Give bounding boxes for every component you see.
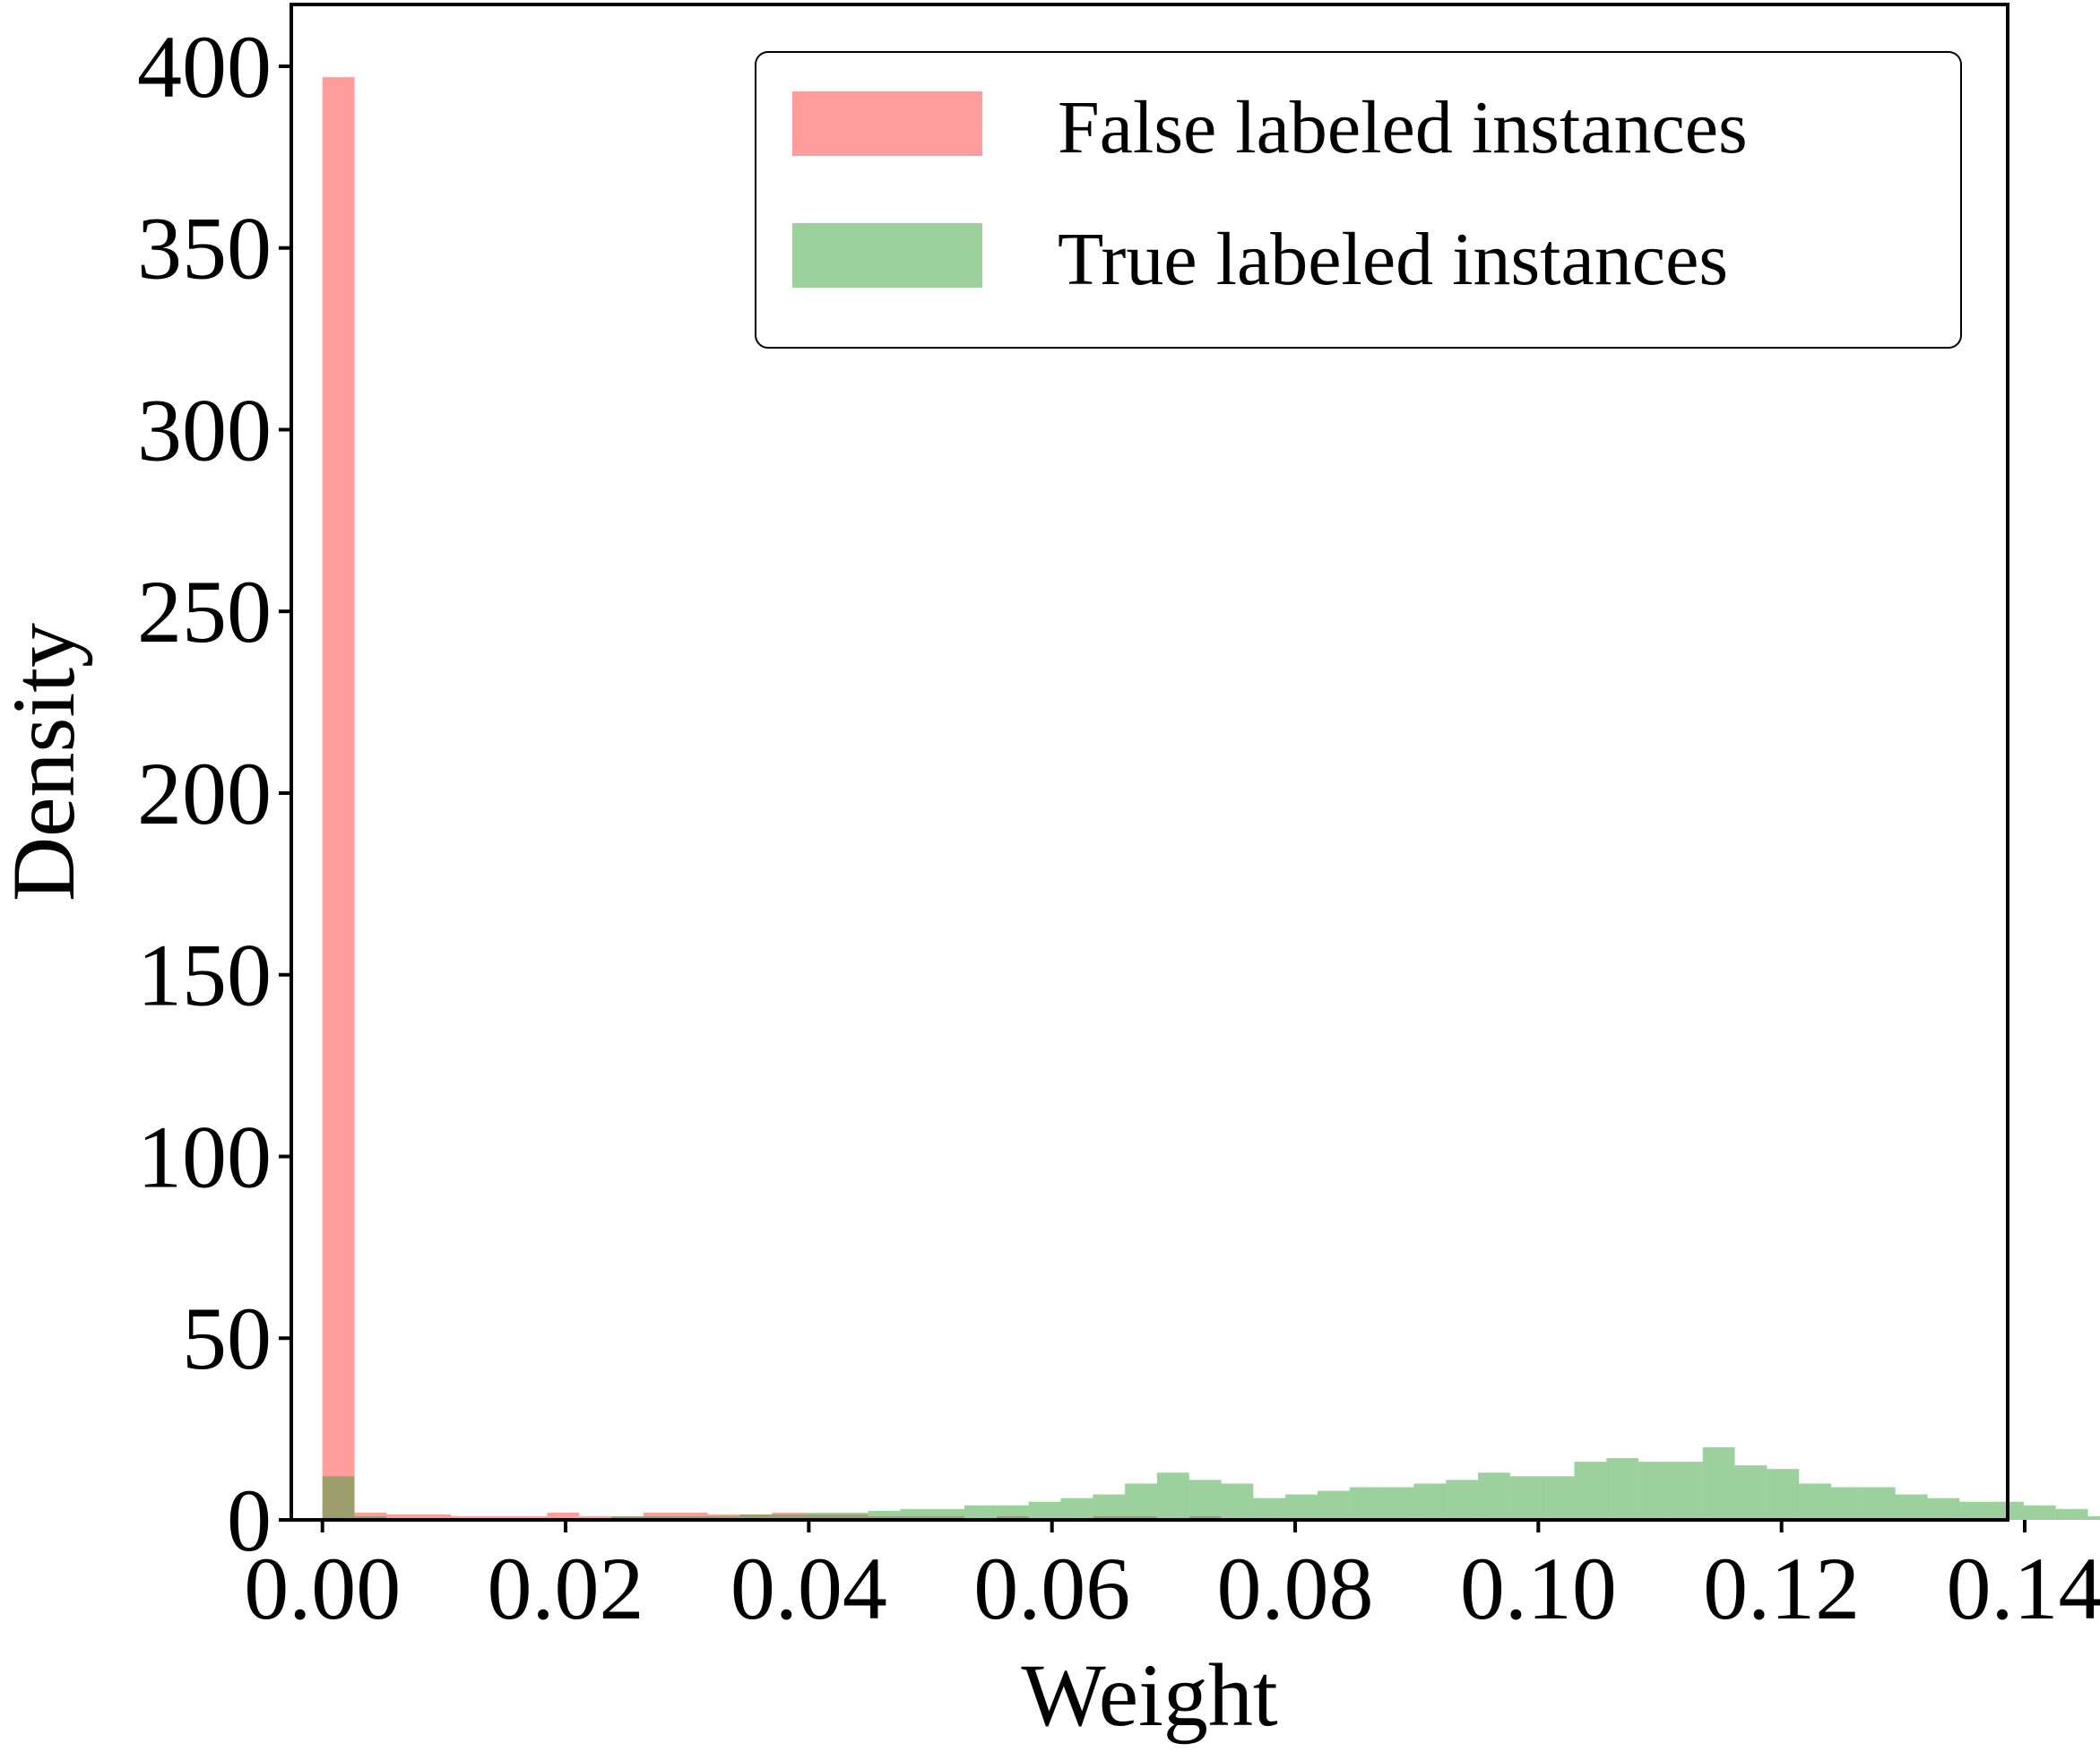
plot-frame	[290, 3, 2009, 1522]
bar-true-labeled-46	[1799, 1483, 1832, 1520]
y-tick-label: 300	[137, 380, 272, 479]
bar-true-labeled-24	[1093, 1494, 1126, 1520]
bar-true-labeled-15	[803, 1512, 836, 1520]
bar-true-labeled-9	[611, 1515, 644, 1520]
y-tick-label: 200	[137, 744, 272, 843]
bar-true-labeled-19	[932, 1508, 965, 1520]
bar-true-labeled-47	[1831, 1487, 1863, 1520]
y-tick-label: 100	[137, 1107, 272, 1206]
bar-true-labeled-40	[1606, 1458, 1639, 1520]
x-axis-title: Weight	[1021, 1645, 1278, 1745]
bar-true-labeled-0	[322, 1476, 355, 1520]
bar-true-labeled-43	[1702, 1446, 1735, 1520]
legend-box	[755, 51, 1962, 349]
x-tick-label: 0.02	[488, 1539, 644, 1638]
ticks-layer: 0.00 0.02 0.04 0.06 0.08 0.10 0.12 0.14 0 50 100 15…	[137, 17, 2100, 1638]
y-tick-label: 0	[227, 1471, 272, 1570]
bar-true-labeled-42	[1670, 1462, 1703, 1520]
x-tick-label: 0.10	[1460, 1539, 1617, 1638]
bar-true-labeled-32	[1349, 1487, 1382, 1520]
bar-true-labeled-53	[2023, 1505, 2056, 1520]
bar-true-labeled-35	[1446, 1480, 1479, 1520]
bar-true-labeled-38	[1542, 1476, 1575, 1520]
bar-true-labeled-34	[1413, 1483, 1447, 1520]
bar-true-labeled-11	[675, 1515, 708, 1520]
bar-true-labeled-45	[1767, 1469, 1800, 1520]
bar-true-labeled-27	[1188, 1480, 1222, 1520]
bar-true-labeled-16	[835, 1512, 869, 1520]
bar-true-labeled-18	[900, 1508, 933, 1520]
y-axis-title: Density	[0, 623, 93, 902]
y-tick-label: 50	[182, 1289, 272, 1388]
bar-true-labeled-51	[1959, 1501, 1992, 1520]
bar-false-labeled-0	[322, 77, 355, 1520]
bar-true-labeled-12	[707, 1515, 740, 1520]
x-tick-label: 0.14	[1946, 1539, 2100, 1638]
bar-false-labeled-2	[386, 1514, 419, 1520]
bar-true-labeled-31	[1317, 1490, 1350, 1520]
bar-false-labeled-7	[547, 1512, 580, 1520]
x-tick-label: 0.00	[244, 1539, 401, 1638]
bar-true-labeled-48	[1862, 1487, 1896, 1520]
y-tick-label: 400	[137, 17, 272, 117]
y-tick-label: 150	[137, 926, 272, 1025]
y-tick-label: 350	[137, 199, 272, 298]
bar-true-labeled-39	[1574, 1462, 1607, 1520]
bar-true-labeled-14	[772, 1514, 804, 1520]
y-tick-label: 250	[137, 562, 272, 661]
bar-true-labeled-13	[739, 1514, 773, 1520]
bar-true-labeled-55	[2087, 1515, 2100, 1520]
legend-label-true-labeled: True labeled instances	[1058, 218, 1728, 301]
bar-true-labeled-44	[1734, 1465, 1767, 1520]
bar-false-labeled-3	[419, 1514, 451, 1520]
bar-true-labeled-26	[1156, 1472, 1189, 1520]
legend-label-false-labeled: False labeled instances	[1058, 86, 1748, 169]
bar-true-labeled-23	[1060, 1497, 1093, 1520]
bar-true-labeled-10	[643, 1515, 676, 1520]
bar-true-labeled-20	[964, 1505, 997, 1520]
bar-true-labeled-37	[1509, 1476, 1543, 1520]
bar-true-labeled-22	[1028, 1501, 1061, 1520]
legend: False labeled instances True labeled ins…	[755, 51, 1962, 349]
x-tick-label: 0.04	[730, 1539, 887, 1638]
bar-true-labeled-41	[1638, 1462, 1671, 1520]
x-tick-label: 0.12	[1703, 1539, 1860, 1638]
bars-layer	[322, 77, 2100, 1520]
bar-true-labeled-50	[1927, 1497, 1960, 1520]
bar-true-labeled-33	[1381, 1487, 1414, 1520]
x-tick-label: 0.08	[1217, 1539, 1374, 1638]
legend-swatch-true-labeled	[792, 223, 982, 288]
x-tick-label: 0.06	[973, 1539, 1130, 1638]
bar-true-labeled-1	[354, 1515, 387, 1520]
bar-true-labeled-17	[868, 1510, 901, 1520]
bar-true-labeled-36	[1478, 1472, 1510, 1520]
bar-true-labeled-49	[1895, 1494, 1928, 1520]
legend-swatch-false-labeled	[792, 91, 982, 156]
bar-true-labeled-29	[1253, 1497, 1286, 1520]
bar-true-labeled-54	[2055, 1508, 2088, 1520]
bar-true-labeled-30	[1285, 1494, 1318, 1520]
bar-true-labeled-28	[1221, 1483, 1254, 1520]
bar-true-labeled-25	[1125, 1483, 1157, 1520]
bar-true-labeled-21	[996, 1505, 1029, 1520]
